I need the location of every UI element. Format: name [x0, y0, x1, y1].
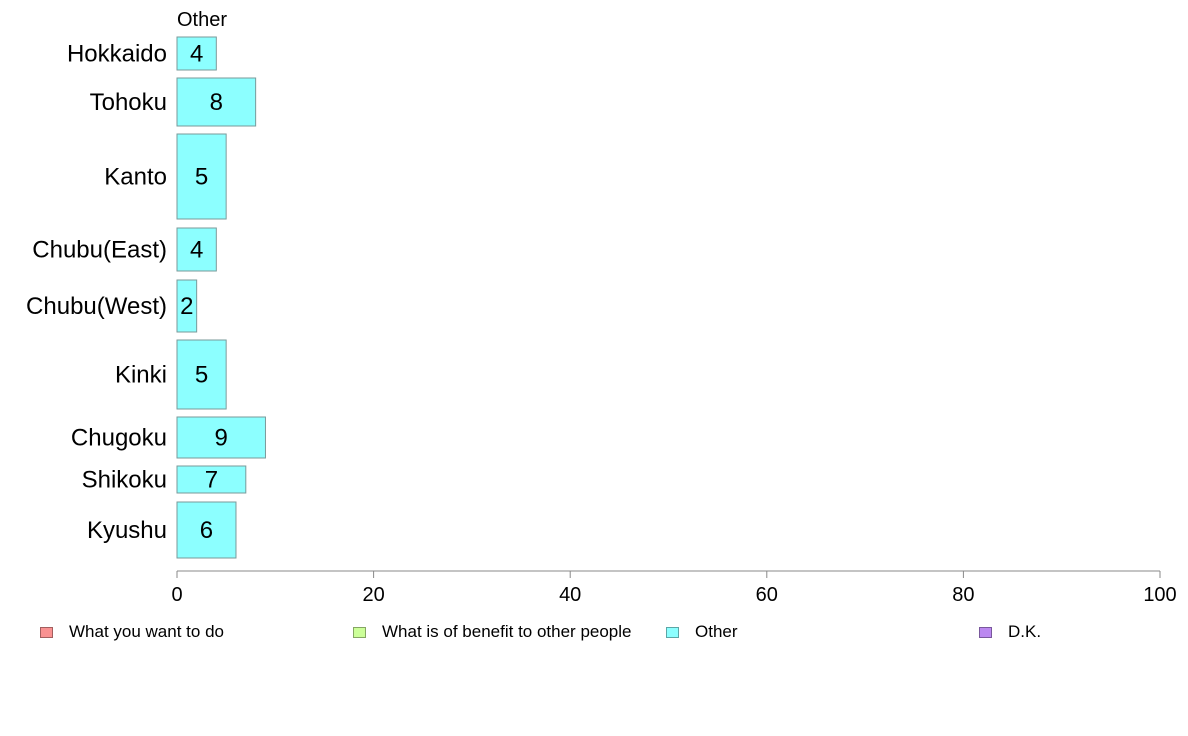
- bar: [176, 36, 217, 71]
- bar: [176, 77, 257, 127]
- x-tick-label: 100: [1143, 584, 1176, 606]
- bar-value-label: 6: [200, 517, 213, 544]
- legend-swatch-dk: [979, 626, 992, 638]
- legend: What you want to do What is of benefit t…: [0, 622, 1188, 646]
- x-tick-label: 60: [756, 584, 778, 606]
- category-label: Chugoku: [71, 425, 167, 452]
- legend-item: D.K.: [979, 622, 1041, 642]
- category-label: Tohoku: [90, 89, 167, 116]
- x-tick-label: 80: [952, 584, 974, 606]
- bar-chart: Other Hokkaido 4 Tohoku 8 Kanto 5 Chubu(East) 4…: [26, 9, 1177, 606]
- bar-value-label: 4: [190, 41, 203, 68]
- bar: [176, 133, 227, 220]
- legend-label: What is of benefit to other people: [382, 622, 632, 641]
- category-label: Kyushu: [87, 517, 167, 544]
- category-label: Chubu(West): [26, 293, 167, 320]
- legend-swatch-benefit: [353, 626, 366, 638]
- category-label: Chubu(East): [32, 237, 167, 264]
- bar-value-label: 8: [210, 89, 223, 116]
- bar-value-label: 5: [195, 362, 208, 389]
- legend-label: What you want to do: [69, 622, 224, 641]
- legend-label: D.K.: [1008, 622, 1042, 641]
- legend-item: What you want to do: [40, 622, 224, 642]
- category-label: Hokkaido: [67, 41, 167, 68]
- bar: [176, 416, 266, 459]
- legend-swatch-want: [40, 626, 53, 638]
- bar-value-label: 4: [190, 237, 203, 264]
- legend-swatch-other: [666, 626, 679, 638]
- x-tick-label: 20: [362, 584, 384, 606]
- legend-label: Other: [695, 622, 738, 641]
- category-label: Kanto: [104, 164, 167, 191]
- x-axis: 0 20 40 60 80 100: [171, 570, 1177, 606]
- legend-item: What is of benefit to other people: [353, 622, 632, 642]
- bar-value-label: 9: [215, 425, 228, 452]
- category-label: Kinki: [115, 362, 167, 389]
- legend-item: Other: [666, 622, 738, 642]
- x-tick-label: 40: [559, 584, 581, 606]
- bar: [176, 465, 247, 494]
- bar: [176, 279, 198, 333]
- bar-value-label: 5: [195, 164, 208, 191]
- series-title: Other: [177, 9, 227, 31]
- bar: [176, 227, 217, 272]
- category-label: Shikoku: [82, 467, 167, 494]
- x-tick-label: 0: [171, 584, 182, 606]
- bars-group: Hokkaido 4 Tohoku 8 Kanto 5 Chubu(East) 4 Chubu(…: [26, 36, 266, 559]
- bar-value-label: 7: [205, 467, 218, 494]
- bar-value-label: 2: [180, 293, 193, 320]
- bar: [176, 339, 227, 410]
- bar: [176, 501, 237, 559]
